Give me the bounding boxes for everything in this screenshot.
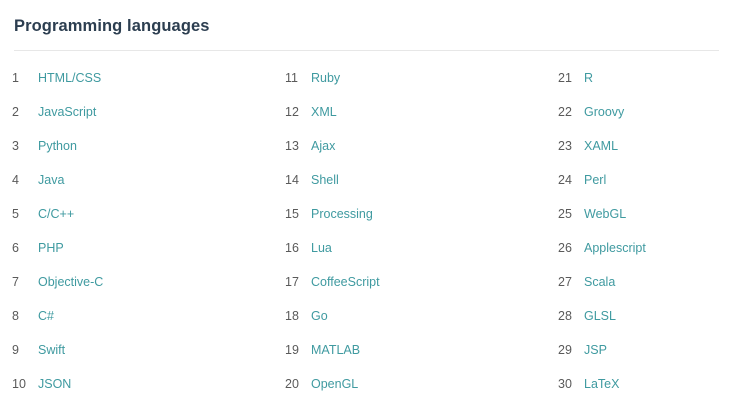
list-item-rank: 28 <box>558 309 572 323</box>
language-link[interactable]: Applescript <box>584 241 646 255</box>
language-column-1: 1 HTML/CSS 2 JavaScript 3 Python 4 Java 5 C/C… <box>12 61 103 401</box>
list-item-rank: 2 <box>12 105 19 119</box>
list-item[interactable]: 27 Scala <box>558 265 646 299</box>
language-link[interactable]: Objective-C <box>38 275 104 289</box>
language-link[interactable]: XAML <box>584 139 619 153</box>
list-item[interactable]: 5 C/C++ <box>12 197 103 231</box>
language-link[interactable]: C# <box>38 309 54 323</box>
page-title: Programming languages <box>14 17 210 35</box>
language-link[interactable]: Perl <box>584 173 607 187</box>
list-item-rank: 25 <box>558 207 572 221</box>
language-link[interactable]: MATLAB <box>311 343 361 357</box>
list-item-rank: 17 <box>285 275 299 289</box>
list-item[interactable]: 18 Go <box>285 299 380 333</box>
language-list: 11 Ruby 12 XML 13 Ajax 14 Shell 15 Processing… <box>285 61 380 401</box>
language-link[interactable]: OpenGL <box>311 377 359 391</box>
list-item-rank: 29 <box>558 343 572 357</box>
list-item-rank: 18 <box>285 309 299 323</box>
language-link[interactable]: Processing <box>311 207 373 221</box>
language-link[interactable]: GLSL <box>584 309 616 323</box>
language-link[interactable]: CoffeeScript <box>311 275 380 289</box>
list-item[interactable]: 30 LaTeX <box>558 367 646 401</box>
list-item-rank: 12 <box>285 105 299 119</box>
list-item[interactable]: 11 Ruby <box>285 61 380 95</box>
list-item[interactable]: 29 JSP <box>558 333 646 367</box>
list-item-rank: 14 <box>285 173 299 187</box>
list-item-rank: 23 <box>558 139 572 153</box>
list-item-rank: 1 <box>12 71 19 85</box>
list-item[interactable]: 22 Groovy <box>558 95 646 129</box>
list-item[interactable]: 15 Processing <box>285 197 380 231</box>
list-item-rank: 27 <box>558 275 572 289</box>
list-item[interactable]: 14 Shell <box>285 163 380 197</box>
list-item-rank: 15 <box>285 207 299 221</box>
language-link[interactable]: Swift <box>38 343 66 357</box>
list-item[interactable]: 21 R <box>558 61 646 95</box>
list-item-rank: 9 <box>12 343 19 357</box>
list-item-rank: 30 <box>558 377 572 391</box>
list-item-rank: 4 <box>12 173 19 187</box>
list-item[interactable]: 13 Ajax <box>285 129 380 163</box>
list-item[interactable]: 20 OpenGL <box>285 367 380 401</box>
language-link[interactable]: Ajax <box>311 139 336 153</box>
language-link[interactable]: Lua <box>311 241 332 255</box>
list-item[interactable]: 25 WebGL <box>558 197 646 231</box>
language-link[interactable]: Scala <box>584 275 616 289</box>
list-item-rank: 21 <box>558 71 572 85</box>
list-item[interactable]: 17 CoffeeScript <box>285 265 380 299</box>
language-column-2: 11 Ruby 12 XML 13 Ajax 14 Shell 15 Processing… <box>285 61 380 401</box>
list-item[interactable]: 12 XML <box>285 95 380 129</box>
list-item[interactable]: 8 C# <box>12 299 103 333</box>
list-item[interactable]: 16 Lua <box>285 231 380 265</box>
list-item[interactable]: 26 Applescript <box>558 231 646 265</box>
language-link[interactable]: LaTeX <box>584 377 620 391</box>
list-item-rank: 3 <box>12 139 19 153</box>
language-link[interactable]: WebGL <box>584 207 627 221</box>
list-item[interactable]: 9 Swift <box>12 333 103 367</box>
list-item-rank: 22 <box>558 105 572 119</box>
language-link[interactable]: JSP <box>584 343 607 357</box>
language-list: 1 HTML/CSS 2 JavaScript 3 Python 4 Java 5 C/C… <box>12 61 103 401</box>
list-item-rank: 20 <box>285 377 299 391</box>
list-item-rank: 6 <box>12 241 19 255</box>
language-link[interactable]: PHP <box>38 241 64 255</box>
language-link[interactable]: Python <box>38 139 77 153</box>
list-item[interactable]: 23 XAML <box>558 129 646 163</box>
list-item[interactable]: 6 PHP <box>12 231 103 265</box>
list-item[interactable]: 1 HTML/CSS <box>12 61 103 95</box>
list-item-rank: 10 <box>12 377 26 391</box>
list-item[interactable]: 24 Perl <box>558 163 646 197</box>
language-link[interactable]: C/C++ <box>38 207 75 221</box>
language-link[interactable]: Java <box>38 173 65 187</box>
list-item[interactable]: 2 JavaScript <box>12 95 103 129</box>
list-item-rank: 8 <box>12 309 19 323</box>
title-divider <box>14 50 719 51</box>
language-link[interactable]: HTML/CSS <box>38 71 102 85</box>
list-item-rank: 19 <box>285 343 299 357</box>
list-item[interactable]: 10 JSON <box>12 367 103 401</box>
list-item[interactable]: 3 Python <box>12 129 103 163</box>
list-item-rank: 13 <box>285 139 299 153</box>
list-item-rank: 16 <box>285 241 299 255</box>
list-item[interactable]: 4 Java <box>12 163 103 197</box>
list-item[interactable]: 28 GLSL <box>558 299 646 333</box>
language-link[interactable]: Go <box>311 309 328 323</box>
language-list: 21 R 22 Groovy 23 XAML 24 Perl 25 WebGL 26 App… <box>558 61 646 401</box>
language-link[interactable]: JSON <box>38 377 72 391</box>
language-link[interactable]: Ruby <box>311 71 341 85</box>
list-item[interactable]: 19 MATLAB <box>285 333 380 367</box>
list-item-rank: 7 <box>12 275 19 289</box>
list-item-rank: 5 <box>12 207 19 221</box>
language-link[interactable]: XML <box>311 105 337 119</box>
language-column-3: 21 R 22 Groovy 23 XAML 24 Perl 25 WebGL 26 App… <box>558 61 646 401</box>
language-link[interactable]: R <box>584 71 594 85</box>
list-item-rank: 24 <box>558 173 572 187</box>
list-item-rank: 26 <box>558 241 572 255</box>
list-item-rank: 11 <box>285 71 298 85</box>
list-item[interactable]: 7 Objective-C <box>12 265 103 299</box>
language-link[interactable]: Groovy <box>584 105 625 119</box>
language-link[interactable]: Shell <box>311 173 339 187</box>
language-link[interactable]: JavaScript <box>38 105 97 119</box>
